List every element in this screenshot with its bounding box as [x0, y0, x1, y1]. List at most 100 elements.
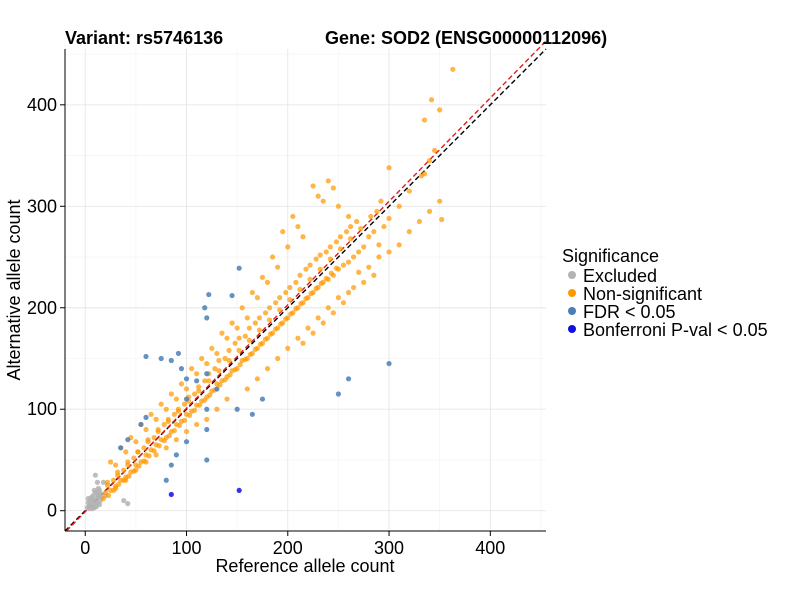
point-non-significant [104, 479, 111, 485]
point-non-significant [148, 411, 154, 417]
point-non-significant [111, 477, 117, 483]
point-non-significant [335, 295, 342, 301]
point-non-significant [283, 316, 289, 322]
point-fdr-0-05 [183, 376, 190, 382]
point-fdr-0-05 [236, 265, 242, 271]
point-non-significant [327, 256, 333, 262]
point-non-significant [183, 428, 190, 435]
point-excluded [85, 495, 91, 502]
point-non-significant [371, 272, 377, 278]
point-non-significant [340, 300, 347, 306]
point-non-significant [181, 401, 188, 407]
point-non-significant [266, 317, 273, 323]
point-fdr-0-05 [168, 357, 174, 364]
y-tick-label: 400 [27, 95, 57, 115]
point-non-significant [181, 417, 188, 423]
point-non-significant [428, 97, 435, 103]
point-non-significant [107, 459, 114, 465]
point-non-significant [287, 297, 293, 303]
point-non-significant [135, 449, 141, 455]
point-non-significant [273, 326, 279, 332]
point-non-significant [214, 406, 220, 412]
point-non-significant [347, 223, 354, 230]
point-non-significant [165, 418, 171, 425]
point-excluded [121, 497, 127, 504]
point-non-significant [141, 458, 147, 464]
point-non-significant [381, 223, 387, 230]
point-excluded [95, 485, 102, 491]
point-non-significant [158, 401, 164, 407]
point-fdr-0-05 [204, 406, 210, 412]
point-non-significant [333, 239, 339, 245]
point-non-significant [269, 254, 276, 260]
point-non-significant [318, 280, 324, 287]
point-non-significant [186, 412, 193, 418]
point-non-significant [285, 244, 291, 250]
point-non-significant [196, 384, 202, 390]
legend-key-fdr-0-05 [568, 307, 576, 315]
point-non-significant [111, 487, 117, 494]
point-excluded [93, 504, 99, 510]
point-non-significant [100, 495, 107, 502]
point-non-significant [254, 295, 260, 301]
point-fdr-0-05 [335, 391, 342, 397]
point-non-significant [151, 435, 157, 441]
point-fdr-0-05 [386, 360, 392, 367]
point-non-significant [437, 198, 443, 204]
point-non-significant [194, 371, 200, 377]
point-non-significant [209, 345, 215, 351]
point-non-significant [345, 259, 352, 265]
point-non-significant [439, 216, 445, 223]
point-non-significant [300, 340, 306, 346]
point-non-significant [356, 269, 362, 275]
point-fdr-0-05 [125, 437, 131, 443]
point-fdr-0-05 [234, 406, 240, 412]
point-non-significant [320, 198, 326, 204]
point-non-significant [188, 366, 195, 372]
y-axis-title: Alternative allele count [4, 199, 24, 380]
point-non-significant [275, 355, 281, 362]
point-non-significant [295, 335, 301, 341]
point-non-significant [325, 305, 331, 311]
point-non-significant [199, 355, 205, 362]
point-non-significant [327, 244, 333, 250]
point-non-significant [264, 366, 271, 372]
point-non-significant [325, 178, 331, 184]
point-non-significant [178, 381, 185, 387]
point-non-significant [310, 330, 316, 336]
point-fdr-0-05 [214, 386, 220, 392]
point-non-significant [307, 262, 313, 268]
point-non-significant [247, 351, 253, 358]
x-axis-title: Reference allele count [215, 556, 394, 576]
point-excluded [91, 487, 97, 494]
point-non-significant [267, 331, 274, 337]
y-tick-label: 0 [47, 501, 57, 521]
point-non-significant [219, 330, 225, 336]
point-fdr-0-05 [194, 378, 200, 384]
x-tick-label: 0 [80, 538, 90, 558]
point-non-significant [298, 301, 304, 307]
point-non-significant [278, 321, 284, 327]
axes [64, 49, 546, 532]
point-non-significant [347, 236, 354, 242]
point-non-significant [337, 246, 344, 252]
point-non-significant [126, 473, 132, 479]
point-non-significant [202, 378, 208, 384]
point-fdr-0-05 [143, 353, 149, 360]
point-non-significant [374, 208, 380, 214]
point-non-significant [368, 213, 374, 220]
point-non-significant [105, 492, 112, 499]
legend-label-fdr-0-05: FDR < 0.05 [583, 302, 676, 322]
point-non-significant [277, 307, 283, 313]
point-non-significant [310, 183, 316, 189]
point-non-significant [426, 208, 433, 214]
point-non-significant [239, 305, 245, 311]
point-non-significant [317, 266, 323, 272]
point-non-significant [234, 325, 240, 331]
point-fdr-0-05 [163, 477, 169, 483]
point-non-significant [317, 252, 323, 258]
point-non-significant [297, 272, 303, 278]
y-tick-label: 300 [27, 196, 57, 216]
point-fdr-0-05 [204, 315, 210, 321]
point-excluded [89, 506, 95, 512]
